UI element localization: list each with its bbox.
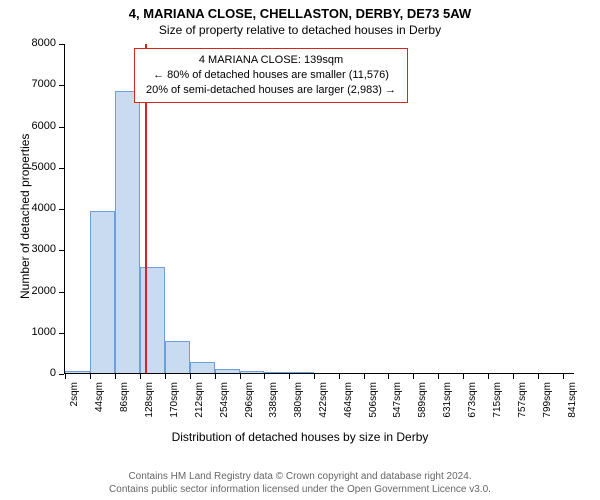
xtick-mark — [314, 374, 315, 379]
histogram-bar — [115, 91, 140, 374]
y-axis-line — [64, 44, 65, 374]
ytick-label: 4000 — [22, 202, 56, 214]
xtick-label: 422sqm — [318, 382, 329, 428]
xtick-mark — [413, 374, 414, 379]
ytick-mark — [59, 250, 64, 251]
xtick-mark — [90, 374, 91, 379]
figure: 4, MARIANA CLOSE, CHELLASTON, DERBY, DE7… — [0, 0, 600, 500]
histogram-bar — [140, 267, 165, 374]
footer: Contains HM Land Registry data © Crown c… — [0, 470, 600, 496]
xtick-mark — [388, 374, 389, 379]
xtick-label: 2sqm — [69, 382, 80, 428]
ytick-mark — [59, 333, 64, 334]
xtick-mark — [165, 374, 166, 379]
xtick-label: 212sqm — [194, 382, 205, 428]
xtick-label: 799sqm — [542, 382, 553, 428]
xtick-label: 757sqm — [517, 382, 528, 428]
xtick-mark — [513, 374, 514, 379]
xtick-label: 86sqm — [119, 382, 130, 428]
xtick-label: 128sqm — [144, 382, 155, 428]
xtick-label: 631sqm — [442, 382, 453, 428]
ytick-mark — [59, 44, 64, 45]
xtick-label: 44sqm — [94, 382, 105, 428]
title-address: 4, MARIANA CLOSE, CHELLASTON, DERBY, DE7… — [0, 6, 600, 21]
ytick-mark — [59, 209, 64, 210]
xtick-label: 673sqm — [467, 382, 478, 428]
xtick-label: 170sqm — [169, 382, 180, 428]
xtick-label: 464sqm — [343, 382, 354, 428]
xtick-mark — [438, 374, 439, 379]
ytick-label: 6000 — [22, 120, 56, 132]
annotation-line3: 20% of semi-detached houses are larger (… — [143, 83, 399, 98]
xtick-mark — [240, 374, 241, 379]
xtick-mark — [339, 374, 340, 379]
xtick-mark — [463, 374, 464, 379]
xtick-mark — [65, 374, 66, 379]
xtick-label: 506sqm — [368, 382, 379, 428]
xtick-label: 380sqm — [293, 382, 304, 428]
annotation-line1: 4 MARIANA CLOSE: 139sqm — [143, 53, 399, 68]
xtick-mark — [115, 374, 116, 379]
histogram-bar — [90, 211, 115, 374]
ytick-label: 2000 — [22, 285, 56, 297]
ytick-label: 7000 — [22, 78, 56, 90]
xtick-mark — [289, 374, 290, 379]
ytick-label: 3000 — [22, 243, 56, 255]
title-subtitle: Size of property relative to detached ho… — [0, 23, 600, 37]
ytick-mark — [59, 85, 64, 86]
xtick-label: 338sqm — [268, 382, 279, 428]
y-axis-label: Number of detached properties — [18, 134, 32, 299]
xtick-mark — [190, 374, 191, 379]
footer-line2: Contains public sector information licen… — [0, 483, 600, 496]
annotation-box: 4 MARIANA CLOSE: 139sqm ← 80% of detache… — [134, 48, 408, 103]
ytick-mark — [59, 168, 64, 169]
ytick-label: 8000 — [22, 37, 56, 49]
xtick-label: 841sqm — [567, 382, 578, 428]
ytick-label: 1000 — [22, 326, 56, 338]
xtick-mark — [140, 374, 141, 379]
xtick-mark — [488, 374, 489, 379]
xtick-label: 254sqm — [219, 382, 230, 428]
xtick-mark — [264, 374, 265, 379]
xtick-mark — [563, 374, 564, 379]
xtick-label: 589sqm — [417, 382, 428, 428]
footer-line1: Contains HM Land Registry data © Crown c… — [0, 470, 600, 483]
ytick-mark — [59, 127, 64, 128]
ytick-label: 5000 — [22, 161, 56, 173]
xtick-mark — [538, 374, 539, 379]
xtick-mark — [215, 374, 216, 379]
annotation-line2: ← 80% of detached houses are smaller (11… — [143, 68, 399, 83]
x-axis-label: Distribution of detached houses by size … — [0, 430, 600, 444]
xtick-label: 715sqm — [492, 382, 503, 428]
ytick-mark — [59, 374, 64, 375]
ytick-label: 0 — [22, 367, 56, 379]
xtick-mark — [364, 374, 365, 379]
xtick-label: 547sqm — [392, 382, 403, 428]
ytick-mark — [59, 292, 64, 293]
title-block: 4, MARIANA CLOSE, CHELLASTON, DERBY, DE7… — [0, 0, 600, 37]
histogram-bar — [165, 341, 190, 374]
xtick-label: 296sqm — [244, 382, 255, 428]
